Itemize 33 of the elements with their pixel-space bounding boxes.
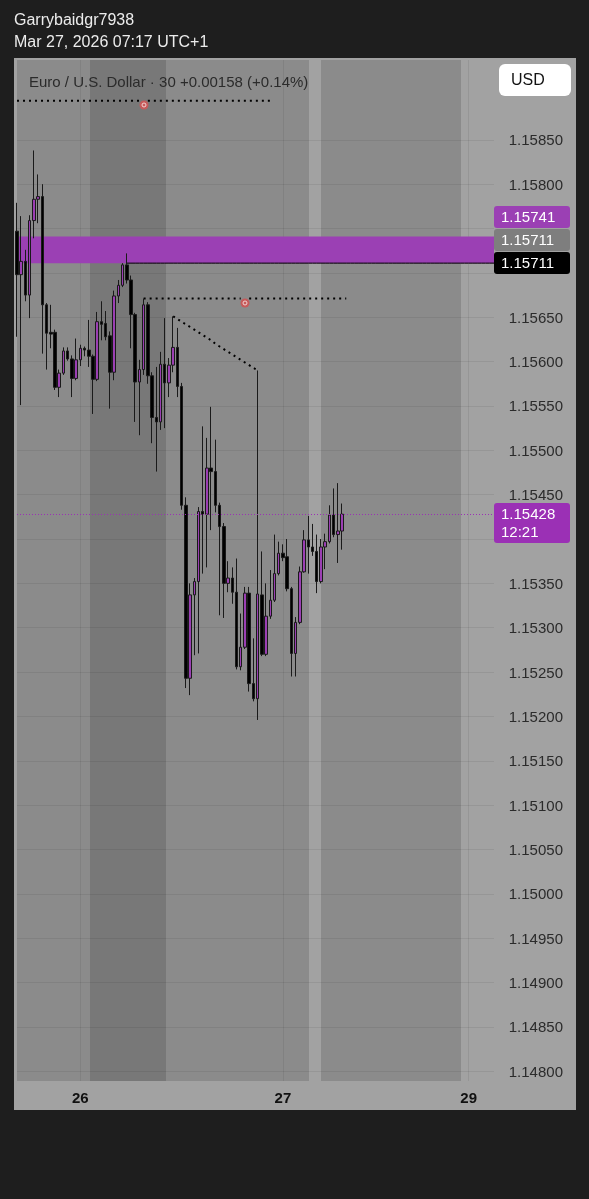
y-tick-label: 1.14850 (508, 1018, 563, 1036)
candlestick (235, 558, 238, 670)
y-tick-label: 1.15650 (508, 308, 563, 326)
x-tick-label: 26 (71, 1089, 89, 1106)
y-tick-label: 1.15050 (508, 840, 563, 858)
y-tick-label: 1.14950 (508, 929, 563, 947)
y-tick-label: 1.15100 (508, 796, 563, 814)
text: Garrybaidgr7938 (14, 10, 136, 30)
ref-line-label: 1.15428 12:21 (494, 503, 570, 544)
y-tick-label: 1.15000 (508, 885, 563, 903)
x-tick-label: 29 (460, 1089, 478, 1106)
y-tick-label: 1.15350 (508, 574, 563, 592)
x-tick-label: 27 (274, 1089, 292, 1106)
band-label: 1.15741 (494, 206, 570, 229)
y-tick-label: 1.15300 (508, 619, 563, 637)
text: Mar 27, 2026 07:17 UTC+1 (14, 32, 209, 52)
y-tick-label: 1.15600 (508, 353, 563, 371)
y-tick-label: 1.15450 (508, 486, 563, 504)
y-tick-label: 1.14900 (508, 974, 563, 992)
y-tick-label: 1.15800 (508, 175, 563, 193)
y-tick-label: 1.14800 (508, 1062, 563, 1080)
y-tick-label: 1.15850 (508, 131, 563, 149)
text: Euro / U.S. Dollar · 30 +0.00158 (+0.14%) (29, 73, 309, 90)
currency-button: USD (499, 64, 571, 96)
text: 1.15711 (494, 229, 570, 252)
y-tick-label: 1.15250 (508, 663, 563, 681)
line-series (172, 315, 259, 372)
y-tick-label: 1.15200 (508, 707, 563, 725)
y-tick-label: 1.15500 (508, 441, 563, 459)
y-tick-label: 1.15150 (508, 752, 563, 770)
data-label: 1.15711 (494, 252, 570, 275)
y-tick-label: 1.15550 (508, 397, 563, 415)
candlestick (336, 482, 340, 564)
